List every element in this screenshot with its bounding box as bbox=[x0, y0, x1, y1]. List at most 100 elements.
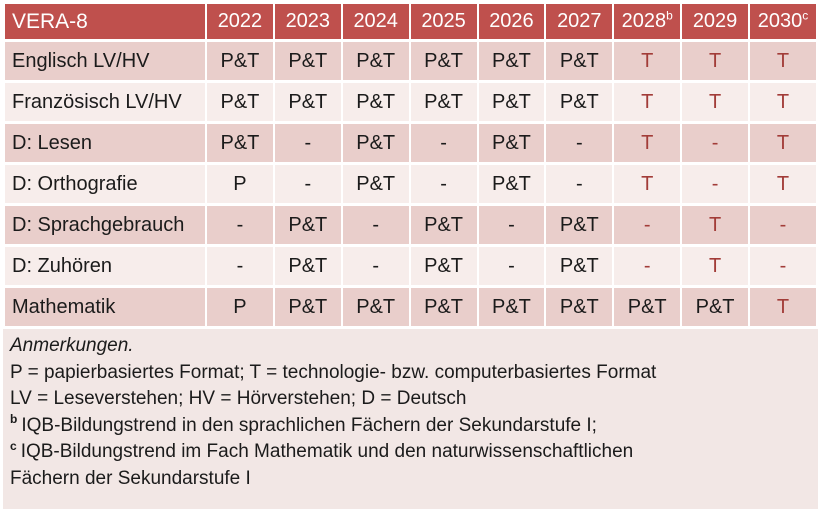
format-cell: T bbox=[750, 165, 816, 203]
format-cell: T bbox=[750, 83, 816, 121]
note-line-footnote-c: c IQB-Bildungstrend im Fach Mathematik un… bbox=[10, 439, 811, 466]
year-column-header: 2024 bbox=[342, 4, 409, 39]
format-cell: P&T bbox=[546, 288, 613, 326]
format-cell: P&T bbox=[410, 288, 477, 326]
format-cell: P&T bbox=[274, 42, 341, 80]
table-row: Französisch LV/HV P&T P&T P&T P&T P&T P&T T T T bbox=[5, 83, 816, 121]
format-cell: P&T bbox=[207, 124, 273, 162]
note-text: IQB-Bildungstrend in den sprachlichen Fä… bbox=[21, 414, 597, 436]
format-cell: - bbox=[682, 124, 748, 162]
row-label: Englisch LV/HV bbox=[5, 42, 205, 80]
table-row: Englisch LV/HV P&T P&T P&T P&T P&T P&T T T T bbox=[5, 42, 816, 80]
format-cell: - bbox=[750, 206, 816, 244]
format-cell: - bbox=[682, 165, 748, 203]
format-cell: - bbox=[410, 124, 477, 162]
format-cell: P&T bbox=[274, 206, 341, 244]
note-line-abbreviations: LV = Leseverstehen; HV = Hörverstehen; D… bbox=[10, 386, 811, 413]
year-column-header: 2028b bbox=[614, 4, 681, 39]
format-cell: P&T bbox=[546, 83, 613, 121]
table-body: Englisch LV/HV P&T P&T P&T P&T P&T P&T T T T Franz… bbox=[5, 42, 816, 326]
format-cell: P&T bbox=[274, 247, 341, 285]
format-cell: P&T bbox=[274, 288, 341, 326]
format-cell: P&T bbox=[614, 288, 681, 326]
format-cell: P&T bbox=[207, 42, 273, 80]
format-cell: - bbox=[274, 165, 341, 203]
note-text: IQB-Bildungstrend im Fach Mathematik und… bbox=[20, 441, 634, 462]
note-text: P = papierbasiertes Format; T = technolo… bbox=[10, 361, 657, 383]
format-cell: - bbox=[478, 206, 545, 244]
format-cell: T bbox=[614, 83, 681, 121]
format-cell: P&T bbox=[410, 247, 477, 285]
table-row: D: Orthografie P - P&T - P&T - T - T bbox=[5, 165, 816, 203]
format-cell: T bbox=[614, 42, 681, 80]
row-label: D: Orthografie bbox=[5, 165, 205, 203]
format-cell: T bbox=[750, 42, 816, 80]
format-cell: P&T bbox=[478, 83, 545, 121]
format-cell: P&T bbox=[342, 288, 409, 326]
format-cell: T bbox=[682, 42, 748, 80]
format-cell: T bbox=[614, 124, 681, 162]
format-cell: - bbox=[410, 165, 477, 203]
table-row: D: Sprachgebrauch - P&T - P&T - P&T - T - bbox=[5, 206, 816, 244]
footnote-c-marker: c bbox=[10, 438, 17, 453]
format-cell: T bbox=[750, 288, 816, 326]
format-cell: P&T bbox=[207, 83, 273, 121]
year-column-header: 2026 bbox=[478, 4, 545, 39]
format-cell: P&T bbox=[682, 288, 748, 326]
format-cell: P&T bbox=[478, 42, 545, 80]
footnote-marker: c bbox=[802, 8, 809, 23]
format-cell: P&T bbox=[342, 42, 409, 80]
year-column-header: 2023 bbox=[274, 4, 341, 39]
footnote-marker: b bbox=[666, 8, 673, 23]
format-cell: P&T bbox=[342, 165, 409, 203]
format-cell: P&T bbox=[478, 124, 545, 162]
format-cell: P&T bbox=[342, 124, 409, 162]
format-cell: P&T bbox=[410, 206, 477, 244]
format-cell: P&T bbox=[410, 42, 477, 80]
note-line-formats: P = papierbasiertes Format; T = technolo… bbox=[10, 360, 811, 387]
format-cell: T bbox=[750, 124, 816, 162]
format-cell: - bbox=[274, 124, 341, 162]
format-cell: - bbox=[546, 124, 613, 162]
table-title: VERA-8 bbox=[5, 4, 205, 39]
format-cell: - bbox=[478, 247, 545, 285]
table-row: Mathematik P P&T P&T P&T P&T P&T P&T P&T T bbox=[5, 288, 816, 326]
row-label: D: Zuhören bbox=[5, 247, 205, 285]
row-label: D: Lesen bbox=[5, 124, 205, 162]
format-cell: - bbox=[207, 206, 273, 244]
format-cell: T bbox=[682, 206, 748, 244]
note-text: Fächern der Sekundarstufe I bbox=[10, 467, 251, 489]
year-column-header: 2025 bbox=[410, 4, 477, 39]
note-line-footnote-c-continued: Fächern der Sekundarstufe I bbox=[10, 466, 811, 493]
table-header-row: VERA-8 2022 2023 2024 2025 2026 2027 2028b 2029… bbox=[5, 4, 816, 39]
notes-heading: Anmerkungen. bbox=[10, 335, 134, 356]
row-label: Französisch LV/HV bbox=[5, 83, 205, 121]
format-cell: P bbox=[207, 165, 273, 203]
format-cell: P&T bbox=[478, 288, 545, 326]
format-cell: P&T bbox=[274, 83, 341, 121]
format-cell: - bbox=[342, 206, 409, 244]
table-row: D: Lesen P&T - P&T - P&T - T - T bbox=[5, 124, 816, 162]
format-cell: P&T bbox=[546, 247, 613, 285]
notes-block: Anmerkungen. P = papierbasiertes Format;… bbox=[3, 329, 818, 509]
footnote-b-marker: b bbox=[10, 412, 18, 427]
format-cell: T bbox=[682, 83, 748, 121]
format-cell: P&T bbox=[410, 83, 477, 121]
format-cell: T bbox=[614, 165, 681, 203]
table-row: D: Zuhören - P&T - P&T - P&T - T - bbox=[5, 247, 816, 285]
format-cell: - bbox=[207, 247, 273, 285]
note-text: LV = Leseverstehen; HV = Hörverstehen; D… bbox=[10, 388, 467, 409]
format-cell: - bbox=[342, 247, 409, 285]
note-line-footnote-b: b IQB-Bildungstrend in den sprachlichen F… bbox=[10, 413, 811, 440]
format-cell: - bbox=[750, 247, 816, 285]
format-cell: - bbox=[614, 247, 681, 285]
format-cell: P&T bbox=[546, 206, 613, 244]
year-column-header: 2029 bbox=[682, 4, 748, 39]
format-cell: - bbox=[546, 165, 613, 203]
year-column-header: 2030c bbox=[750, 4, 816, 39]
vera8-schedule-table: VERA-8 2022 2023 2024 2025 2026 2027 2028b 2029… bbox=[3, 1, 818, 329]
year-column-header: 2022 bbox=[207, 4, 273, 39]
year-column-header: 2027 bbox=[546, 4, 613, 39]
row-label: D: Sprachgebrauch bbox=[5, 206, 205, 244]
